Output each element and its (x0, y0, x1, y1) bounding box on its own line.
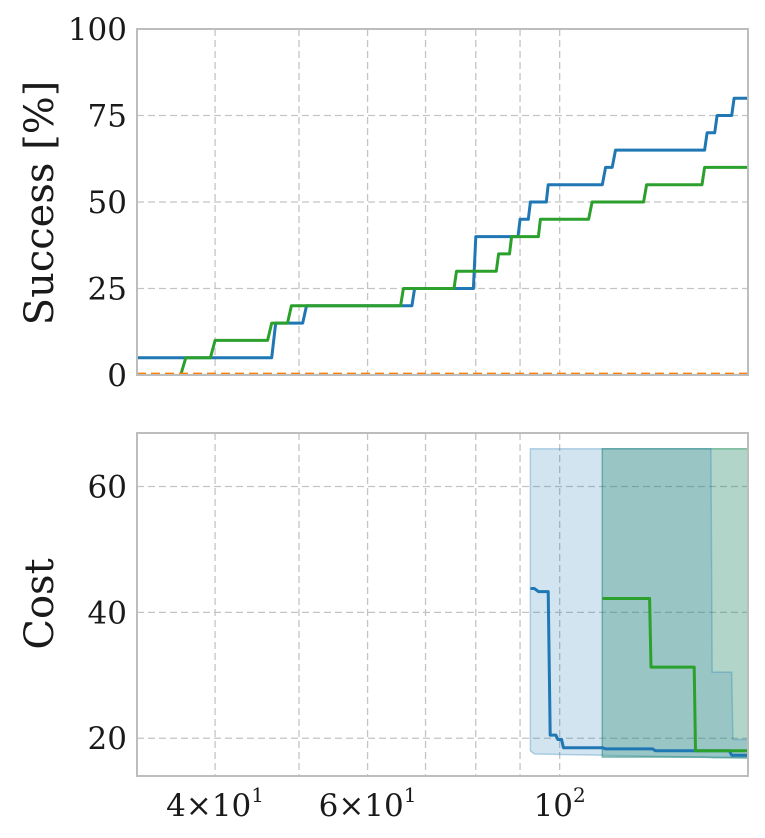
y-tick-label: 0 (107, 358, 127, 394)
x-tick-label: 6×101 (319, 783, 417, 824)
y-tick-label: 25 (88, 272, 127, 308)
y-tick-label: 50 (88, 185, 127, 221)
y-axis-label: Cost (17, 558, 63, 649)
series-line (137, 96, 748, 360)
grid-lines (137, 28, 748, 376)
axes-frame (136, 432, 749, 777)
axes-frame (136, 28, 749, 376)
cost-panel: 20 40 60 Cost 4×101 6×101 102 (17, 432, 749, 824)
y-axis-label: Success [%] (17, 81, 63, 326)
y-tick-label: 100 (68, 12, 127, 48)
x-tick-label: 4×101 (166, 783, 264, 824)
y-tick-label: 40 (88, 595, 127, 631)
series-line (530, 587, 748, 757)
series-line (602, 597, 748, 753)
x-tick-label: 102 (534, 783, 586, 824)
y-tick-label: 20 (88, 721, 127, 757)
series-line (179, 165, 748, 376)
y-tick-label: 75 (88, 99, 127, 135)
grid-lines (137, 433, 748, 776)
y-tick-label: 60 (88, 469, 127, 505)
